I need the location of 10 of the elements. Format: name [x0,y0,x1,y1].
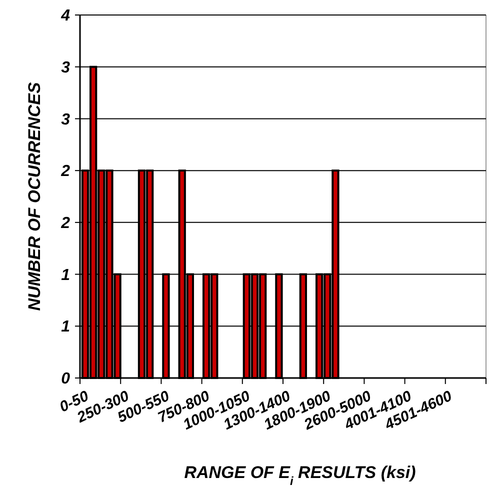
y-tick-label: 2 [60,163,70,180]
y-tick-label: 2 [60,215,70,232]
y-tick-label: 3 [61,111,70,128]
y-tick-label: 1 [61,266,70,284]
y-axis-title: NUMBER OF OCURRENCES [25,82,44,311]
y-tick-label: 1 [61,318,70,336]
y-tick-label: 3 [61,59,70,76]
y-tick-label: 4 [60,8,70,25]
y-tick-label: 0 [61,370,70,388]
x-axis-title: RANGE OF E$_{i}$ RESULTS (ksi) [184,463,416,488]
